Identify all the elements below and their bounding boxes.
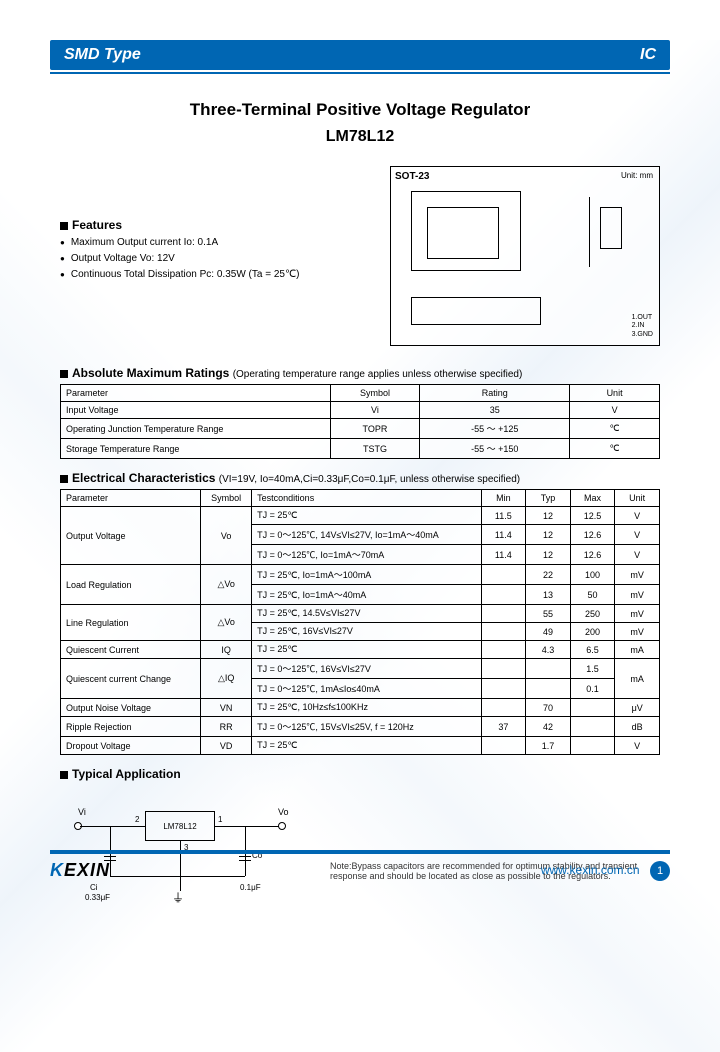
header-bar: SMD Type IC bbox=[50, 40, 670, 70]
pin-legend: 1.OUT2.IN3.GND bbox=[632, 314, 653, 339]
package-diagram: SOT-23 Unit: mm 1.OUT2.IN3.GND bbox=[390, 166, 660, 346]
page-number: 1 bbox=[650, 861, 670, 881]
part-number: LM78L12 bbox=[60, 128, 660, 146]
footer: KEXIN www.kexin.com.cn 1 bbox=[50, 850, 670, 881]
features-list: Maximum Output current Io: 0.1A Output Vo… bbox=[60, 237, 370, 280]
header-right: IC bbox=[640, 46, 656, 64]
elec-heading: Electrical Characteristics (VI=19V, Io=4… bbox=[60, 471, 660, 485]
feature-item: Output Voltage Vo: 12V bbox=[60, 253, 370, 264]
feature-item: Maximum Output current Io: 0.1A bbox=[60, 237, 370, 248]
feature-item: Continuous Total Dissipation Pc: 0.35W (… bbox=[60, 269, 370, 280]
page-title: Three-Terminal Positive Voltage Regulato… bbox=[60, 100, 660, 120]
app-heading: Typical Application bbox=[60, 767, 660, 781]
absmax-heading: Absolute Maximum Ratings (Operating temp… bbox=[60, 366, 660, 380]
elec-table: ParameterSymbolTestconditionsMinTypMaxUn… bbox=[60, 489, 660, 755]
features-heading: Features bbox=[60, 218, 370, 232]
footer-url: www.kexin.com.cn bbox=[541, 863, 640, 877]
brand-logo: KEXIN bbox=[50, 860, 110, 881]
header-left: SMD Type bbox=[64, 46, 141, 64]
absmax-table: ParameterSymbolRatingUnitInput VoltageVi… bbox=[60, 384, 660, 459]
